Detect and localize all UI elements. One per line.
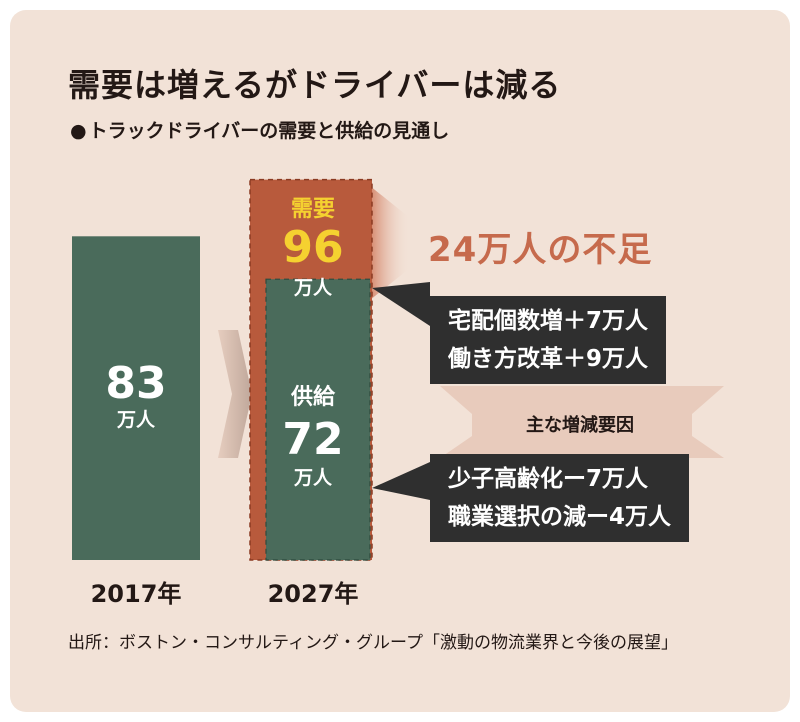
factors-label: 主な増減要因: [526, 415, 634, 436]
increase-factor-1: 宅配個数増＋7万人: [448, 308, 649, 334]
chart-title: 需要は増えるがドライバーは減る: [68, 66, 562, 104]
shortfall-label: 24万人の不足: [428, 230, 653, 270]
demand-value: 96: [282, 222, 344, 273]
increase-factors-box: 宅配個数増＋7万人 働き方改革＋9万人: [430, 296, 667, 384]
demand-label: 需要: [290, 197, 335, 222]
demand-unit: 万人: [293, 277, 332, 299]
decrease-factors-box: 少子高齢化ー7万人 職業選択の減ー4万人: [430, 454, 690, 542]
x-tick-2017: 2017年: [90, 580, 182, 608]
source-note: 出所：ボストン・コンサルティング・グループ「激動の物流業界と今後の展望」: [68, 633, 678, 653]
factors-hourglass: [440, 386, 724, 458]
trend-arrow: [218, 330, 252, 458]
decrease-factor-1: 少子高齢化ー7万人: [448, 466, 649, 492]
decrease-factor-2: 職業選択の減ー4万人: [448, 504, 672, 530]
supply-unit: 万人: [293, 467, 332, 489]
supply-label: 供給: [290, 385, 335, 410]
increase-factor-2: 働き方改革＋9万人: [448, 346, 649, 372]
callout-pointer-up: [372, 282, 430, 326]
bar2017-value: 83: [105, 358, 167, 409]
bar2017-unit: 万人: [116, 409, 155, 431]
x-tick-2027: 2027年: [267, 580, 359, 608]
supply-bar-2027年: [266, 279, 370, 560]
supply-value: 72: [282, 414, 344, 465]
bullet-icon: ●: [70, 120, 87, 142]
supply-bar-outline: [265, 278, 371, 561]
shortfall-wedge: [370, 186, 410, 300]
supply-bar-2017年: [72, 236, 200, 561]
callout-pointer-down: [372, 462, 430, 500]
subtitle-text: トラックドライバーの需要と供給の見通し: [88, 120, 450, 142]
chart-subtitle: ● トラックドライバーの需要と供給の見通し: [70, 116, 449, 143]
